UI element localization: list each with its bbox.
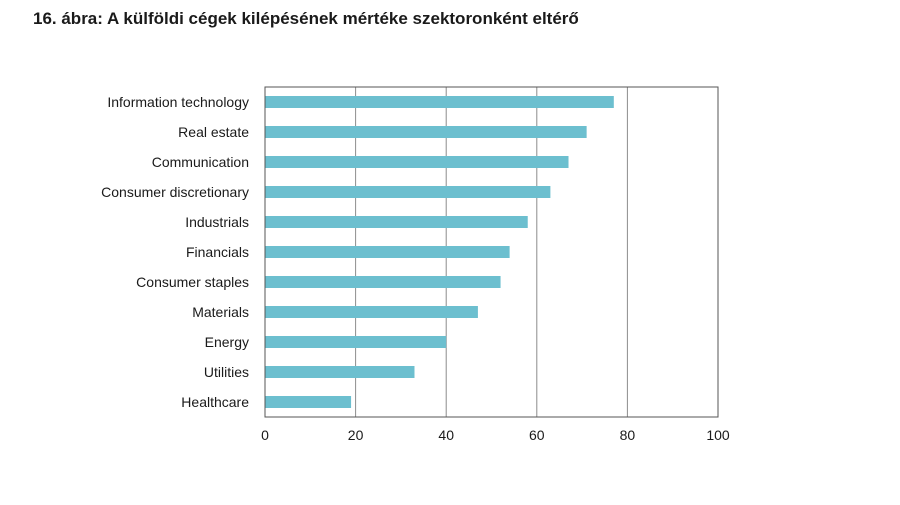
- bar: [265, 306, 478, 318]
- bar: [265, 246, 510, 258]
- category-label: Real estate: [178, 124, 249, 140]
- category-label: Information technology: [107, 94, 249, 110]
- x-tick-label: 20: [348, 427, 364, 443]
- bar: [265, 126, 587, 138]
- bar: [265, 366, 415, 378]
- bar: [265, 336, 447, 348]
- category-label: Communication: [152, 154, 249, 170]
- category-label: Energy: [205, 334, 249, 350]
- bar: [265, 186, 551, 198]
- x-tick-label: 0: [261, 427, 269, 443]
- x-tick-labels: 0 20 40 60 80 100: [261, 427, 730, 443]
- category-label: Healthcare: [181, 394, 249, 410]
- x-tick-label: 60: [529, 427, 545, 443]
- x-tick-label: 100: [706, 427, 730, 443]
- plot-frame: [264, 86, 719, 418]
- category-label: Consumer staples: [136, 274, 249, 290]
- category-label: Industrials: [185, 214, 249, 230]
- bar: [265, 396, 352, 408]
- x-tick-label: 40: [438, 427, 454, 443]
- bar: [265, 276, 501, 288]
- bars: [265, 96, 614, 408]
- category-label: Financials: [186, 244, 249, 260]
- bar: [265, 216, 528, 228]
- bar: [265, 96, 614, 108]
- category-label: Consumer discretionary: [101, 184, 249, 200]
- x-tick-label: 80: [620, 427, 636, 443]
- category-label: Materials: [192, 304, 249, 320]
- page-title: 16. ábra: A külföldi cégek kilépésének m…: [33, 9, 579, 28]
- category-label: Utilities: [204, 364, 249, 380]
- bar: [265, 156, 569, 168]
- category-labels: Information technology Real estate Communi…: [101, 94, 249, 410]
